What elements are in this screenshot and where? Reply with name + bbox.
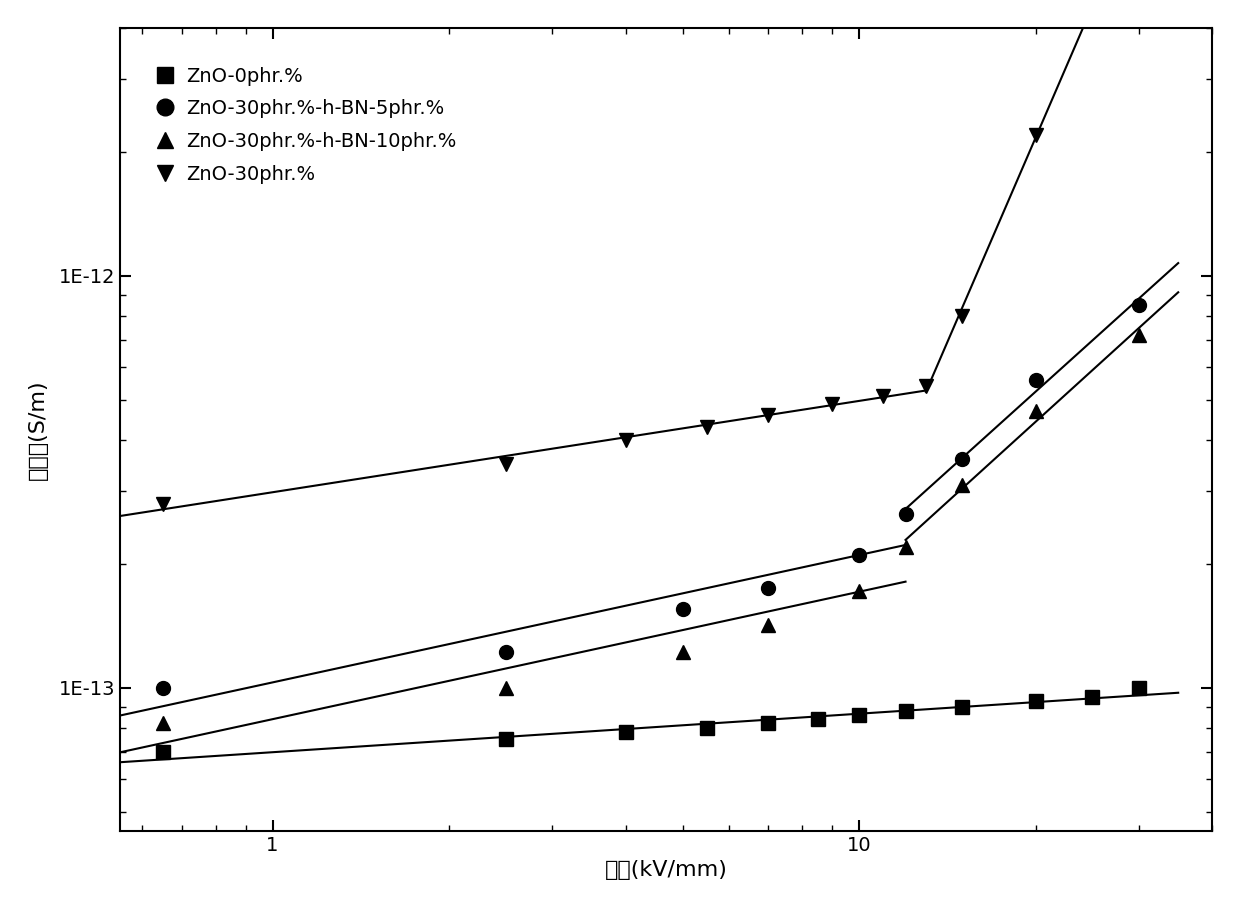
ZnO-30phr.%: [875, 391, 890, 402]
Line: ZnO-30phr.%-h-BN-5phr.%: ZnO-30phr.%-h-BN-5phr.%: [156, 298, 1146, 695]
ZnO-0phr.%: [619, 727, 634, 738]
Legend: ZnO-0phr.%, ZnO-30phr.%-h-BN-5phr.%, ZnO-30phr.%-h-BN-10phr.%, ZnO-30phr.%: ZnO-0phr.%, ZnO-30phr.%-h-BN-5phr.%, ZnO…: [144, 51, 472, 199]
ZnO-30phr.%-h-BN-10phr.%: [155, 718, 170, 729]
ZnO-0phr.%: [898, 706, 913, 716]
ZnO-30phr.%-h-BN-10phr.%: [761, 620, 776, 631]
ZnO-30phr.%-h-BN-10phr.%: [675, 646, 689, 657]
ZnO-30phr.%-h-BN-10phr.%: [1131, 330, 1146, 340]
ZnO-0phr.%: [1085, 692, 1100, 703]
ZnO-30phr.%: [699, 421, 714, 432]
ZnO-30phr.%: [955, 311, 970, 321]
ZnO-30phr.%-h-BN-5phr.%: [898, 508, 913, 519]
ZnO-0phr.%: [852, 709, 867, 720]
ZnO-0phr.%: [955, 701, 970, 712]
Y-axis label: 电导率(S/m): 电导率(S/m): [27, 379, 48, 479]
ZnO-0phr.%: [761, 718, 776, 729]
ZnO-30phr.%-h-BN-5phr.%: [761, 582, 776, 593]
X-axis label: 电场(kV/mm): 电场(kV/mm): [605, 860, 728, 880]
ZnO-30phr.%: [825, 398, 839, 409]
ZnO-30phr.%: [1028, 129, 1043, 140]
Line: ZnO-0phr.%: ZnO-0phr.%: [156, 681, 1146, 759]
ZnO-30phr.%-h-BN-5phr.%: [955, 453, 970, 464]
ZnO-0phr.%: [699, 723, 714, 734]
ZnO-30phr.%-h-BN-5phr.%: [1028, 374, 1043, 385]
ZnO-0phr.%: [1028, 696, 1043, 706]
ZnO-30phr.%-h-BN-10phr.%: [498, 683, 513, 694]
ZnO-0phr.%: [498, 734, 513, 745]
ZnO-30phr.%-h-BN-5phr.%: [852, 549, 867, 560]
ZnO-0phr.%: [1131, 683, 1146, 694]
ZnO-30phr.%: [761, 410, 776, 420]
ZnO-30phr.%-h-BN-10phr.%: [898, 541, 913, 552]
ZnO-30phr.%-h-BN-10phr.%: [955, 480, 970, 491]
ZnO-30phr.%-h-BN-10phr.%: [1028, 406, 1043, 417]
ZnO-30phr.%: [919, 380, 934, 391]
ZnO-30phr.%-h-BN-10phr.%: [852, 586, 867, 597]
ZnO-30phr.%-h-BN-5phr.%: [155, 683, 170, 694]
Line: ZnO-30phr.%-h-BN-10phr.%: ZnO-30phr.%-h-BN-10phr.%: [156, 328, 1146, 730]
ZnO-30phr.%-h-BN-5phr.%: [1131, 300, 1146, 311]
Line: ZnO-30phr.%: ZnO-30phr.%: [156, 128, 1043, 510]
ZnO-30phr.%-h-BN-5phr.%: [498, 646, 513, 657]
ZnO-30phr.%-h-BN-5phr.%: [675, 604, 689, 615]
ZnO-0phr.%: [810, 714, 825, 725]
ZnO-30phr.%: [155, 498, 170, 509]
ZnO-30phr.%: [619, 434, 634, 445]
ZnO-0phr.%: [155, 746, 170, 757]
ZnO-30phr.%: [498, 459, 513, 469]
